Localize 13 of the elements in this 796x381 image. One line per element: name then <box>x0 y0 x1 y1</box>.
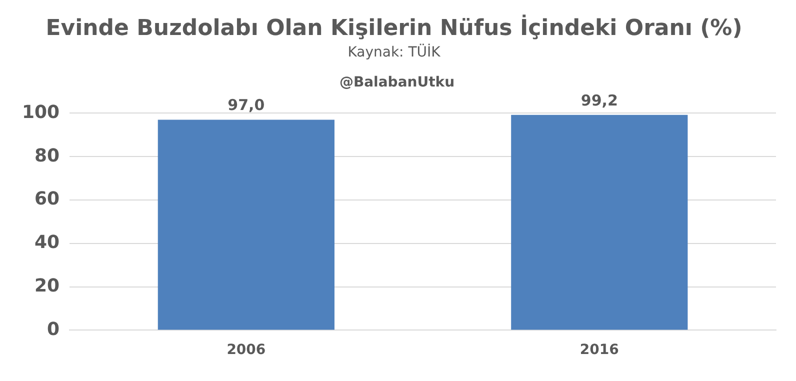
x-tick-label: 2016 <box>580 342 619 358</box>
chart-title: Evinde Buzdolabı Olan Kişilerin Nüfus İçindeki Oranı (%) <box>46 14 742 41</box>
data-label: 99,2 <box>580 91 618 110</box>
y-tick-label: 20 <box>34 275 60 296</box>
y-tick-label: 80 <box>34 145 60 166</box>
data-label: 97,0 <box>228 96 265 114</box>
text: @BalabanUtku <box>339 74 455 91</box>
y-tick-label: 100 <box>22 102 60 123</box>
y-tick-label: 60 <box>34 188 60 210</box>
x-tick-label: 2006 <box>226 342 266 358</box>
chart-subtitle: Kaynak: TÜİK <box>348 43 442 60</box>
y-tick-label: 0 <box>47 318 60 340</box>
y-tick-label: 40 <box>34 232 60 254</box>
